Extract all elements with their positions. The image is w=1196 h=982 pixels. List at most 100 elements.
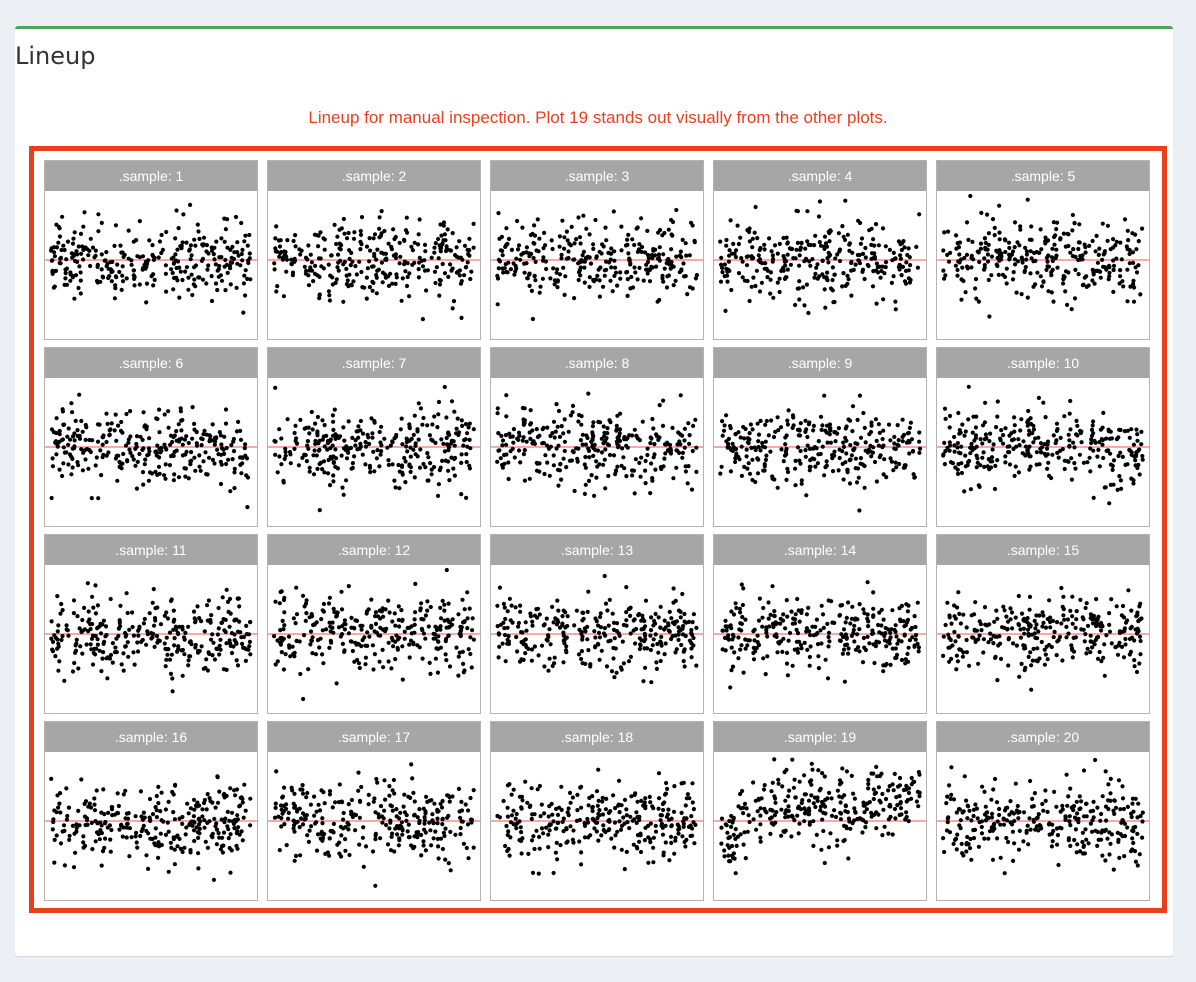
data-point: [141, 410, 146, 415]
data-point: [100, 274, 105, 279]
data-point: [184, 449, 189, 454]
data-point: [587, 275, 592, 280]
data-point: [1043, 625, 1049, 630]
data-point: [323, 851, 328, 856]
data-point: [407, 642, 412, 647]
data-point: [225, 245, 230, 250]
data-point: [373, 833, 378, 838]
data-point: [728, 218, 733, 223]
data-point: [768, 270, 773, 275]
data-point: [114, 453, 119, 458]
data-point: [528, 614, 533, 619]
data-point: [450, 306, 455, 311]
data-point: [1135, 626, 1140, 631]
data-point: [1025, 420, 1030, 425]
data-point: [197, 464, 202, 469]
data-point: [202, 629, 207, 634]
data-point: [467, 421, 472, 426]
data-point: [79, 629, 84, 635]
data-point: [428, 671, 433, 676]
data-point: [532, 644, 537, 649]
data-point: [171, 478, 176, 483]
data-point: [274, 224, 279, 229]
data-point: [1017, 243, 1022, 248]
data-point: [758, 418, 763, 423]
data-point: [1053, 440, 1058, 446]
data-point: [180, 821, 185, 826]
data-point: [814, 265, 819, 270]
data-point: [205, 472, 210, 477]
data-point: [908, 263, 913, 268]
data-point: [386, 462, 391, 467]
data-point: [188, 848, 193, 853]
data-point: [1025, 616, 1030, 621]
data-point: [1091, 272, 1096, 277]
data-point: [871, 237, 876, 242]
data-point: [50, 647, 55, 652]
data-point: [151, 257, 156, 262]
data-point: [637, 242, 642, 247]
data-point: [726, 259, 731, 264]
data-point: [110, 660, 115, 665]
data-point: [366, 802, 371, 807]
data-point: [417, 820, 422, 826]
data-point: [970, 430, 975, 435]
data-point: [1105, 449, 1110, 454]
data-point: [456, 673, 461, 678]
data-point: [970, 445, 975, 450]
data-point: [898, 253, 903, 258]
data-point: [790, 425, 795, 430]
data-point: [281, 667, 286, 672]
data-point: [235, 261, 240, 266]
data-point: [804, 626, 809, 631]
data-point: [1108, 462, 1114, 467]
data-point: [277, 454, 282, 459]
data-point: [856, 475, 861, 480]
data-point: [967, 458, 972, 464]
data-point: [682, 648, 687, 653]
data-point: [641, 679, 646, 684]
data-point: [542, 622, 547, 627]
data-point: [373, 621, 379, 626]
data-point: [1070, 254, 1075, 259]
data-point: [1097, 440, 1102, 445]
data-point: [998, 641, 1003, 646]
data-point: [230, 457, 235, 462]
data-point: [660, 273, 665, 278]
data-point: [434, 646, 439, 651]
data-point: [182, 845, 187, 850]
data-point: [118, 624, 123, 629]
data-point: [437, 468, 442, 473]
data-point: [1027, 454, 1032, 459]
data-point: [1008, 606, 1013, 611]
data-point: [879, 623, 884, 628]
data-point: [876, 243, 881, 248]
data-point: [320, 418, 325, 423]
data-point: [437, 277, 442, 283]
data-point: [547, 656, 552, 661]
data-point: [158, 831, 163, 836]
data-point: [144, 260, 150, 265]
data-point: [574, 608, 579, 613]
data-point: [176, 475, 182, 480]
data-point: [1135, 613, 1140, 618]
data-point: [421, 631, 426, 636]
data-point: [858, 456, 863, 461]
data-point: [1015, 240, 1020, 245]
data-point: [83, 457, 88, 462]
data-point: [58, 261, 63, 266]
data-point: [592, 442, 597, 447]
data-point: [858, 241, 863, 246]
data-point: [104, 264, 109, 269]
data-point: [991, 641, 996, 646]
data-point: [56, 623, 61, 628]
data-point: [467, 606, 472, 611]
data-point: [999, 428, 1004, 433]
data-point: [95, 637, 100, 642]
data-point: [1137, 604, 1142, 609]
data-point: [974, 465, 979, 470]
data-point: [495, 624, 500, 629]
data-point: [825, 676, 831, 681]
data-point: [1118, 274, 1123, 279]
data-point: [390, 808, 395, 813]
